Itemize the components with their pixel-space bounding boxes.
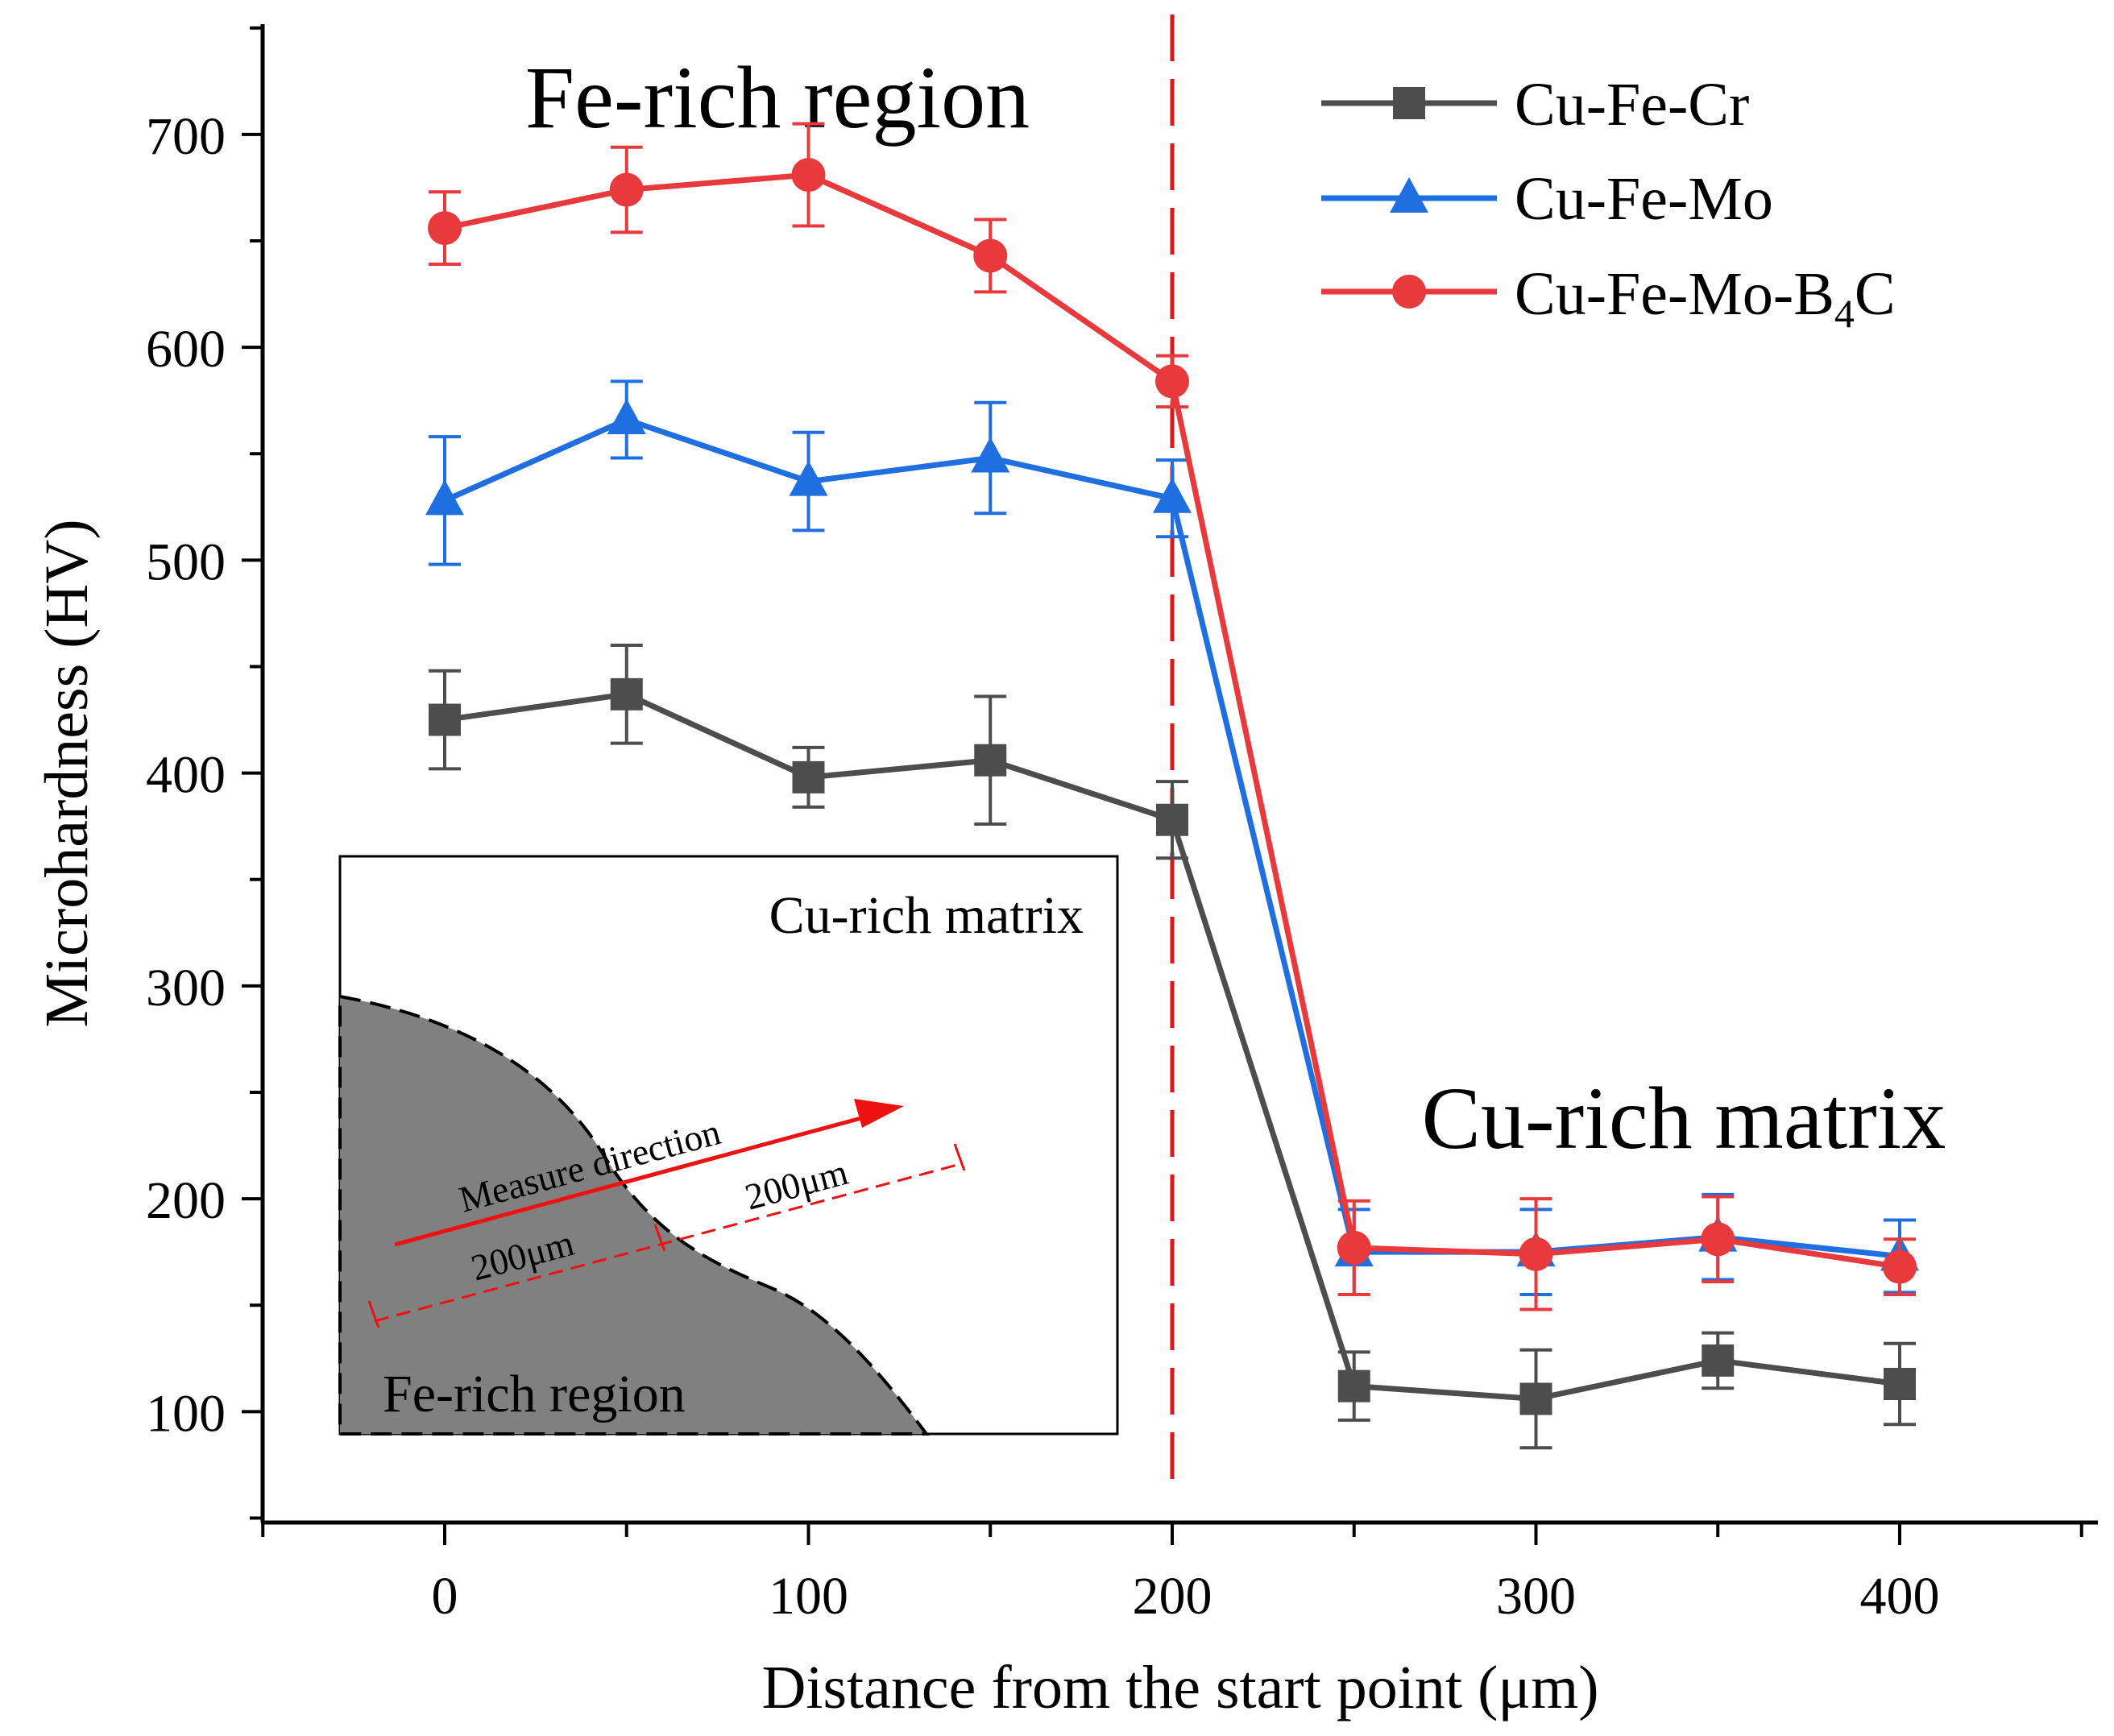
data-point [1155,364,1189,399]
x-tick-label: 200 [1133,1567,1212,1626]
y-tick-label: 400 [146,746,226,805]
y-tick-label: 100 [146,1384,226,1443]
inset-matrix-label: Cu-rich matrix [769,886,1084,945]
data-point [791,158,826,193]
data-point [1702,1344,1735,1377]
data-point [425,479,464,516]
legend-label-cu-fe-mo-b4c: Cu-Fe-Mo-B4C [1515,260,1896,336]
data-point [1337,1230,1371,1265]
legend-item-cu-fe-mo: Cu-Fe-Mo [1321,165,1773,233]
y-axis-title: Microhardness (HV) [33,519,101,1027]
measure-direction-arrow [394,1113,871,1247]
data-point [974,744,1007,777]
arrow-head-icon [854,1099,904,1128]
series-cu-fe-cr [429,644,1916,1450]
x-tick-label: 400 [1860,1567,1940,1626]
cu-rich-matrix-label: Cu-rich matrix [1422,1069,1946,1167]
segment-tick-mid [653,1224,666,1252]
fe-rich-region-shape [338,994,931,1436]
data-point [1519,1382,1552,1415]
data-point [610,677,643,711]
data-point [429,703,461,736]
data-point [1156,803,1188,836]
series-layer [425,122,1919,1450]
data-point [792,760,825,793]
data-point [1701,1222,1735,1257]
data-point [1337,1369,1370,1402]
measure-segment-dashed [374,1162,961,1323]
data-point [789,460,828,496]
data-point [609,172,644,207]
x-axis-title: Distance from the start point (μm) [761,1654,1598,1721]
x-tick-label: 100 [769,1567,848,1626]
series-cu-fe-mo-b [428,122,1917,1311]
legend-marker [1392,275,1426,309]
legend-item-cu-fe-cr: Cu-Fe-Cr [1321,71,1749,139]
y-tick-label: 200 [146,1171,226,1230]
data-point [1883,1249,1917,1284]
y-tick-label: 700 [146,107,226,166]
data-point [428,211,462,246]
legend: Cu-Fe-Cr Cu-Fe-Mo Cu-Fe-Mo-B4C [1321,71,1896,336]
legend-label-main: Cu-Fe-Mo-B [1515,260,1834,328]
segment-tick-end [953,1143,966,1171]
x-tick-label: 0 [432,1567,458,1626]
x-tick-label: 300 [1496,1567,1576,1626]
y-tick-label: 600 [146,320,226,379]
x-ticks: 0 100 200 300 400 [261,1523,2083,1626]
axes: 100 200 300 400 500 600 700 0 100 200 300 400 [146,24,2098,1626]
legend-label-suffix: C [1855,260,1896,328]
fe-rich-region-label: Fe-rich region [525,48,1030,147]
data-point [973,238,1008,273]
data-point [607,398,646,434]
inset-region-label: Fe-rich region [383,1365,686,1423]
y-tick-label: 500 [146,532,226,591]
legend-item-cu-fe-mo-b4c: Cu-Fe-Mo-B4C [1321,260,1896,336]
data-point [971,437,1010,473]
y-tick-label: 300 [146,959,226,1017]
legend-marker [1393,87,1425,119]
y-ticks: 100 200 300 400 500 600 700 [146,26,263,1520]
legend-marker [1390,177,1428,213]
legend-label-cu-fe-mo: Cu-Fe-Mo [1515,165,1773,233]
data-point [1153,477,1192,513]
data-point [1884,1367,1916,1400]
inset-schematic: Cu-rich matrix Fe-rich region Measure di… [338,855,1119,1436]
segment-tick-start [367,1300,380,1328]
legend-label-cu-fe-cr: Cu-Fe-Cr [1515,71,1749,139]
legend-label-subscript: 4 [1834,291,1855,336]
data-point [1519,1237,1553,1271]
